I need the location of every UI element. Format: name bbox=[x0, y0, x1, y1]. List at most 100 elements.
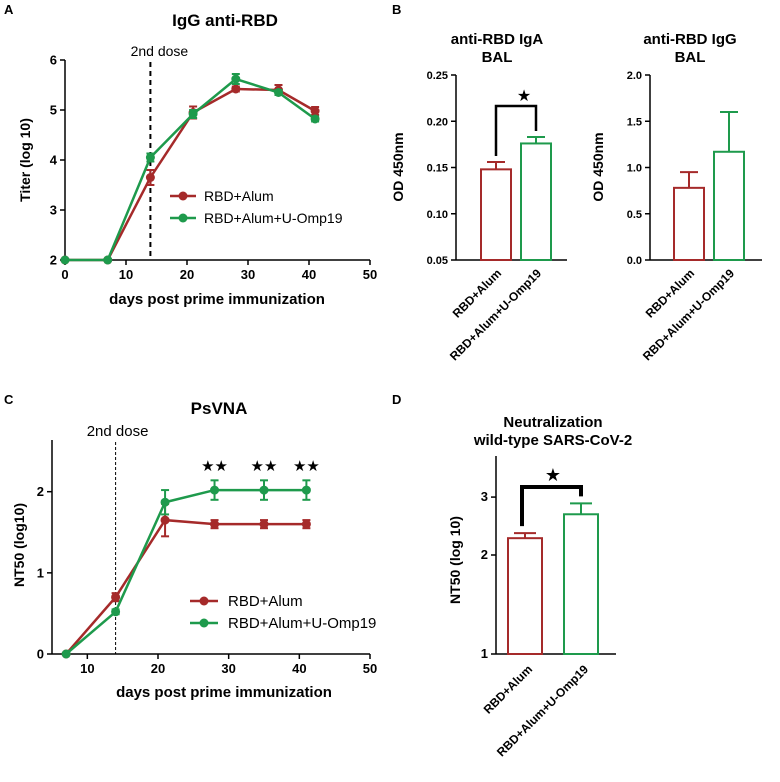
x-tick-label: 40 bbox=[302, 267, 316, 282]
y-tick-label: 4 bbox=[50, 153, 58, 168]
panel-d-significance-bracket bbox=[520, 485, 583, 527]
panel-label-c: C bbox=[4, 392, 14, 407]
panel-a-title: IgG anti-RBD bbox=[172, 11, 278, 30]
series-line-0 bbox=[65, 518, 307, 655]
x-tick-label: 10 bbox=[119, 267, 133, 282]
legend-c-marker-rbd-alum-omp19 bbox=[199, 618, 209, 628]
panel-c-y-label: NT50 (log10) bbox=[11, 503, 27, 587]
y-tick-label: 2 bbox=[481, 547, 488, 562]
legend-c-label-rbd-alum: RBD+Alum bbox=[228, 593, 303, 610]
panel-d-significance-star: ★ bbox=[545, 465, 561, 485]
panel-a-x-label: days post prime immunization bbox=[109, 291, 325, 308]
significance-stars: ★★ bbox=[251, 458, 278, 475]
panel-a-second-dose-label: 2nd dose bbox=[131, 43, 189, 59]
panel-label-b: B bbox=[392, 2, 401, 17]
panel-b-igg-bar-chart: anti-RBD IgG BAL 0.00.51.01.52.0 RBD+Alu… bbox=[590, 31, 762, 363]
panel-b2-y-label: OD 450nm bbox=[590, 132, 606, 201]
panel-b2-title-line2: BAL bbox=[675, 49, 706, 66]
panel-d-y-label: NT50 (log 10) bbox=[447, 516, 463, 604]
data-point-0 bbox=[145, 173, 155, 182]
y-tick-label: 0.15 bbox=[427, 163, 448, 175]
panel-label-a: A bbox=[4, 2, 14, 17]
panel-b1-title-line2: BAL bbox=[482, 49, 513, 66]
bar-1 bbox=[563, 513, 599, 655]
data-point-0 bbox=[310, 106, 320, 116]
panel-b-iga-bar-chart: anti-RBD IgA BAL 0.050.100.150.200.25 RB… bbox=[390, 31, 567, 363]
panel-d-title-line1: Neutralization bbox=[503, 414, 602, 431]
x-tick-label: 20 bbox=[180, 267, 194, 282]
x-tick-label: 20 bbox=[151, 661, 165, 676]
legend-label-rbd-alum-omp19: RBD+Alum+U-Omp19 bbox=[204, 210, 343, 226]
legend-marker-rbd-alum-omp19 bbox=[178, 213, 188, 223]
data-point-1 bbox=[231, 74, 241, 84]
y-tick-label: 2 bbox=[50, 253, 57, 268]
category-label: RBD+Alum+U-Omp19 bbox=[494, 662, 591, 759]
y-tick-label: 3 bbox=[50, 203, 57, 218]
panel-c-line-chart: PsVNA 0 1 2 10 20 30 40 50 2nd dose ★★ ★★ ★★ day… bbox=[11, 399, 377, 701]
bar-0 bbox=[480, 168, 512, 262]
x-tick-label: 50 bbox=[363, 661, 377, 676]
panel-a-y-label: Titer (log 10) bbox=[17, 118, 33, 202]
bar-0 bbox=[673, 186, 705, 262]
bar-1 bbox=[713, 150, 745, 261]
data-point-1 bbox=[103, 255, 113, 265]
y-tick-label: 1.0 bbox=[627, 163, 642, 175]
y-tick-label: 6 bbox=[50, 53, 57, 68]
x-tick-label: 30 bbox=[221, 661, 235, 676]
y-tick-label: 0.0 bbox=[627, 255, 642, 267]
panel-c-x-label: days post prime immunization bbox=[116, 684, 332, 701]
panel-c-second-dose-label: 2nd dose bbox=[87, 423, 149, 440]
data-point-1 bbox=[210, 485, 220, 495]
data-point-1 bbox=[60, 255, 70, 265]
data-point-0 bbox=[231, 84, 241, 94]
panel-b1-significance-star: ★ bbox=[517, 88, 531, 105]
panel-a-legend: RBD+Alum RBD+Alum+U-Omp19 bbox=[170, 188, 343, 226]
bar-1 bbox=[520, 142, 552, 261]
x-tick-label: 0 bbox=[61, 267, 68, 282]
data-point-1 bbox=[111, 607, 121, 617]
data-point-0 bbox=[210, 519, 220, 529]
y-tick-label: 0.05 bbox=[427, 255, 448, 267]
data-point-0 bbox=[160, 515, 170, 525]
y-tick-label: 2.0 bbox=[627, 70, 642, 82]
legend-c-label-rbd-alum-omp19: RBD+Alum+U-Omp19 bbox=[228, 615, 376, 632]
data-point-0 bbox=[111, 592, 121, 602]
panel-c-title: PsVNA bbox=[191, 399, 248, 418]
y-tick-label: 1 bbox=[481, 646, 488, 661]
y-tick-label: 0.10 bbox=[427, 209, 448, 221]
y-tick-label: 3 bbox=[481, 489, 488, 504]
data-point-1 bbox=[61, 649, 71, 659]
legend-label-rbd-alum: RBD+Alum bbox=[204, 188, 274, 204]
significance-stars: ★★ bbox=[201, 458, 228, 475]
series-line-1 bbox=[65, 488, 307, 655]
y-tick-label: 0.5 bbox=[627, 209, 642, 221]
panel-b1-title-line1: anti-RBD IgA bbox=[451, 31, 544, 48]
data-point-0 bbox=[259, 519, 269, 529]
x-tick-label: 50 bbox=[363, 267, 377, 282]
significance-stars: ★★ bbox=[293, 458, 320, 475]
data-point-0 bbox=[301, 519, 311, 529]
panel-b1-y-label: OD 450nm bbox=[390, 132, 406, 201]
panel-c-legend: RBD+Alum RBD+Alum+U-Omp19 bbox=[190, 593, 376, 632]
panel-d-bar-chart: Neutralization wild-type SARS-CoV-2 123 … bbox=[447, 414, 632, 759]
data-point-1 bbox=[188, 109, 198, 119]
legend-c-marker-rbd-alum bbox=[199, 596, 209, 606]
data-point-1 bbox=[259, 485, 269, 495]
panel-label-d: D bbox=[392, 392, 401, 407]
data-point-1 bbox=[145, 153, 155, 162]
data-point-1 bbox=[310, 114, 320, 124]
panel-d-title-line2: wild-type SARS-CoV-2 bbox=[473, 432, 632, 449]
x-tick-label: 40 bbox=[292, 661, 306, 676]
y-tick-label: 0.25 bbox=[427, 70, 448, 82]
y-tick-label: 1 bbox=[37, 565, 44, 580]
category-label: RBD+Alum bbox=[481, 662, 535, 716]
y-tick-label: 0.20 bbox=[427, 116, 448, 128]
data-point-1 bbox=[301, 485, 311, 495]
y-tick-label: 2 bbox=[37, 484, 44, 499]
y-tick-label: 1.5 bbox=[627, 116, 642, 128]
panel-b1-significance-bracket bbox=[494, 104, 538, 156]
y-tick-label: 5 bbox=[50, 103, 57, 118]
data-point-1 bbox=[274, 88, 283, 97]
